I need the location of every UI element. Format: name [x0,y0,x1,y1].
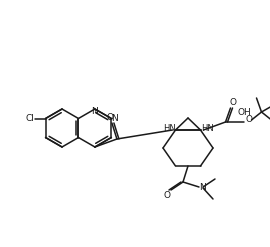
Text: Cl: Cl [25,114,34,123]
Text: OH: OH [238,107,251,117]
Text: HN: HN [201,124,214,132]
Text: HN: HN [163,124,176,132]
Text: N: N [92,106,98,116]
Text: O: O [229,98,236,106]
Text: O: O [245,115,252,124]
Text: O: O [106,112,113,122]
Text: N: N [200,183,206,191]
Text: N: N [111,114,118,123]
Text: O: O [164,190,170,200]
